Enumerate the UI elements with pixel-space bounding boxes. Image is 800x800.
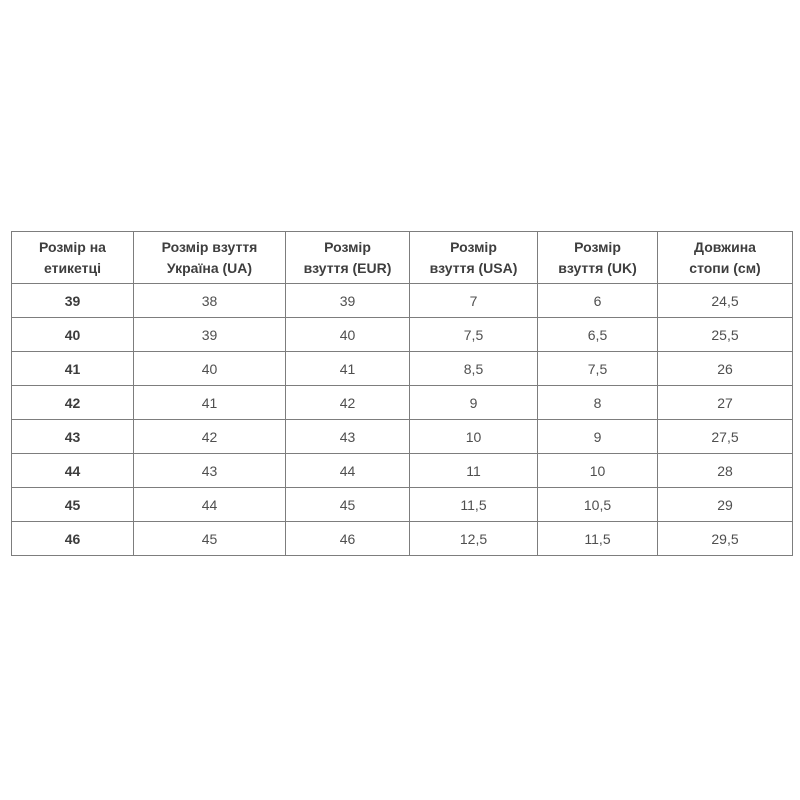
header-text: взуття (UK) — [558, 259, 637, 276]
table-row: 40 39 40 7,5 6,5 25,5 — [11, 317, 793, 352]
table-cell: 24,5 — [657, 283, 793, 318]
table-row: 39 38 39 7 6 24,5 — [11, 283, 793, 318]
label-size-cell: 40 — [11, 317, 134, 352]
table-cell: 6 — [537, 283, 658, 318]
table-cell: 42 — [285, 385, 410, 420]
label-size-cell: 42 — [11, 385, 134, 420]
table-cell: 38 — [133, 283, 286, 318]
table-cell: 41 — [285, 351, 410, 386]
header-text: взуття (USA) — [429, 259, 518, 276]
header-cell-ua-size: Розмір взуття Україна (UA) — [133, 231, 286, 284]
header-text: Розмір на — [39, 238, 106, 255]
label-size-cell: 46 — [11, 521, 134, 556]
table-cell: 11 — [409, 453, 538, 488]
table-cell: 40 — [133, 351, 286, 386]
table-cell: 29 — [657, 487, 793, 522]
shoe-size-conversion-table: Розмір на етикетці Розмір взуття Україна… — [11, 231, 793, 556]
table-row: 41 40 41 8,5 7,5 26 — [11, 351, 793, 386]
table-cell: 11,5 — [537, 521, 658, 556]
table-cell: 12,5 — [409, 521, 538, 556]
table-container: Розмір на етикетці Розмір взуття Україна… — [11, 231, 793, 556]
header-cell-uk-size: Розмір взуття (UK) — [537, 231, 658, 284]
table-row: 46 45 46 12,5 11,5 29,5 — [11, 521, 793, 556]
table-cell: 28 — [657, 453, 793, 488]
header-text: Розмір — [324, 238, 371, 255]
label-size-cell: 41 — [11, 351, 134, 386]
table-row: 43 42 43 10 9 27,5 — [11, 419, 793, 454]
label-size-cell: 45 — [11, 487, 134, 522]
table-cell: 9 — [409, 385, 538, 420]
header-text: етикетці — [43, 259, 102, 276]
table-cell: 9 — [537, 419, 658, 454]
header-cell-eur-size: Розмір взуття (EUR) — [285, 231, 410, 284]
table-cell: 29,5 — [657, 521, 793, 556]
table-cell: 25,5 — [657, 317, 793, 352]
table-cell: 6,5 — [537, 317, 658, 352]
table-cell: 46 — [285, 521, 410, 556]
table-cell: 42 — [133, 419, 286, 454]
header-text: Розмір взуття — [161, 238, 258, 255]
table-cell: 10 — [537, 453, 658, 488]
table-cell: 7 — [409, 283, 538, 318]
table-cell: 40 — [285, 317, 410, 352]
table-cell: 27,5 — [657, 419, 793, 454]
table-cell: 26 — [657, 351, 793, 386]
header-text: Довжина — [694, 238, 756, 255]
header-text: взуття (EUR) — [303, 259, 392, 276]
table-row: 42 41 42 9 8 27 — [11, 385, 793, 420]
header-row: Розмір на етикетці Розмір взуття Україна… — [11, 231, 793, 284]
table-row: 45 44 45 11,5 10,5 29 — [11, 487, 793, 522]
label-size-cell: 44 — [11, 453, 134, 488]
table-cell: 39 — [133, 317, 286, 352]
table-row: 44 43 44 11 10 28 — [11, 453, 793, 488]
table-cell: 27 — [657, 385, 793, 420]
table-cell: 10,5 — [537, 487, 658, 522]
table-cell: 8 — [537, 385, 658, 420]
label-size-cell: 43 — [11, 419, 134, 454]
label-size-cell: 39 — [11, 283, 134, 318]
header-text: Розмір — [574, 238, 621, 255]
table-cell: 39 — [285, 283, 410, 318]
table-cell: 41 — [133, 385, 286, 420]
header-text: Україна (UA) — [166, 259, 253, 276]
table-cell: 8,5 — [409, 351, 538, 386]
header-text: Розмір — [450, 238, 497, 255]
table-cell: 7,5 — [409, 317, 538, 352]
table-cell: 44 — [133, 487, 286, 522]
table-cell: 7,5 — [537, 351, 658, 386]
header-cell-usa-size: Розмір взуття (USA) — [409, 231, 538, 284]
table-cell: 10 — [409, 419, 538, 454]
header-text: стопи (см) — [689, 259, 761, 276]
table-cell: 43 — [133, 453, 286, 488]
table-cell: 45 — [133, 521, 286, 556]
table-cell: 44 — [285, 453, 410, 488]
header-cell-foot-length: Довжина стопи (см) — [657, 231, 793, 284]
table-cell: 43 — [285, 419, 410, 454]
table-cell: 11,5 — [409, 487, 538, 522]
header-cell-label-size: Розмір на етикетці — [11, 231, 134, 284]
table-cell: 45 — [285, 487, 410, 522]
